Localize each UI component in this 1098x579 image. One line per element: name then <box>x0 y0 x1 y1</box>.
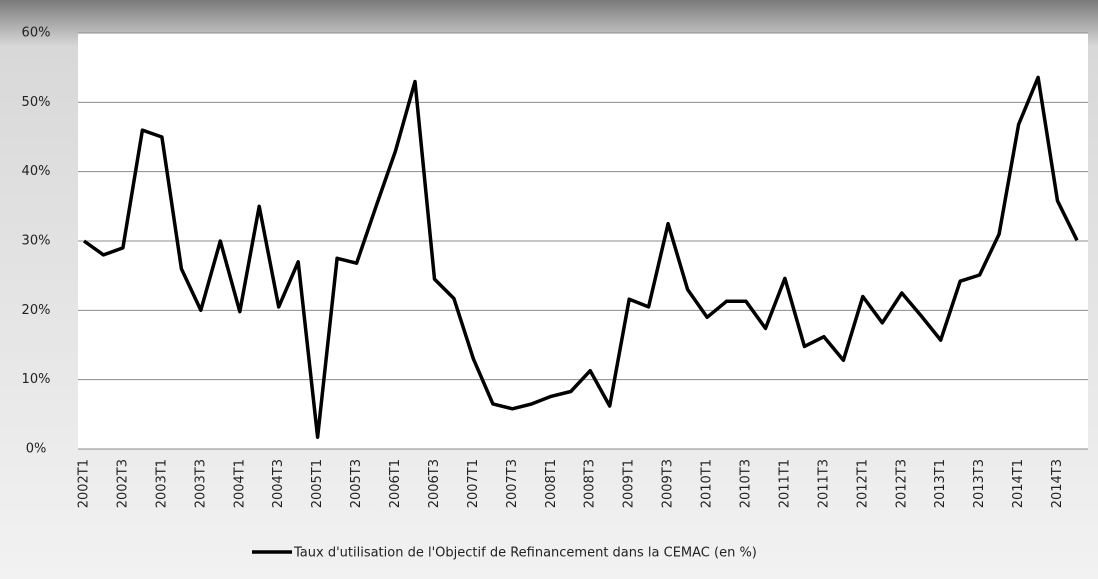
y-tick-label: 10% <box>22 372 51 387</box>
x-tick-label: 2007T3 <box>505 459 520 508</box>
legend-label: Taux d'utilisation de l'Objectif de Refi… <box>293 546 757 561</box>
x-tick-label: 2008T3 <box>583 459 598 508</box>
x-tick-label: 2004T3 <box>271 459 286 508</box>
x-tick-label: 2007T1 <box>466 459 481 508</box>
x-tick-label: 2009T1 <box>622 459 637 508</box>
y-tick-label: 0% <box>26 442 47 457</box>
y-tick-label: 20% <box>22 303 51 318</box>
x-tick-label: 2005T1 <box>310 459 325 508</box>
x-tick-label: 2005T3 <box>349 459 364 508</box>
x-tick-label: 2006T3 <box>427 459 442 508</box>
y-tick-label: 30% <box>22 234 51 249</box>
x-tick-label: 2002T1 <box>77 459 92 508</box>
x-tick-label: 2012T3 <box>894 459 909 508</box>
x-tick-label: 2003T1 <box>154 459 169 508</box>
x-tick-label: 2010T3 <box>739 459 754 508</box>
x-tick-label: 2014T3 <box>1050 459 1065 508</box>
x-tick-label: 2012T1 <box>855 459 870 508</box>
x-tick-label: 2002T3 <box>115 459 130 508</box>
y-tick-label: 50% <box>22 95 51 110</box>
x-tick-label: 2011T3 <box>816 459 831 508</box>
x-tick-label: 2013T1 <box>933 459 948 508</box>
x-tick-label: 2014T1 <box>1011 459 1026 508</box>
y-tick-label: 60% <box>22 26 51 41</box>
x-tick-label: 2003T3 <box>193 459 208 508</box>
x-tick-label: 2006T1 <box>388 459 403 508</box>
x-tick-label: 2008T1 <box>544 459 559 508</box>
x-tick-label: 2013T3 <box>972 459 987 508</box>
y-tick-label: 40% <box>22 164 51 179</box>
x-tick-label: 2010T1 <box>700 459 715 508</box>
series-line <box>82 75 1079 439</box>
x-tick-label: 2009T3 <box>661 459 676 508</box>
x-tick-label: 2004T1 <box>232 459 247 508</box>
x-tick-label: 2011T1 <box>777 459 792 508</box>
